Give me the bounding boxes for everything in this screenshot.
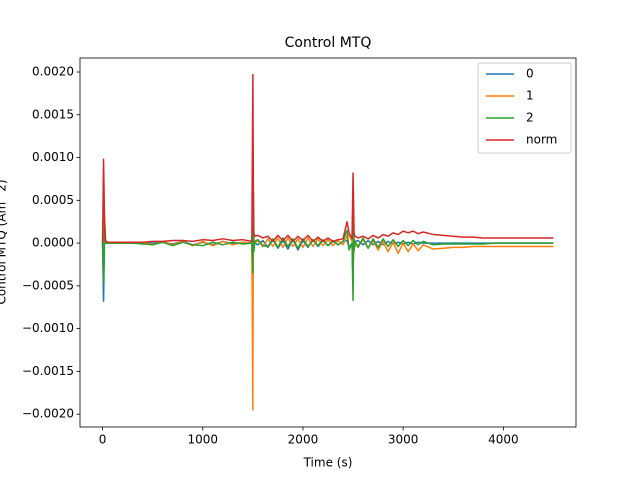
y-tick-label: 0.0000: [32, 236, 74, 250]
series-line: [101, 208, 554, 303]
y-tick-label: 0.0010: [32, 150, 74, 164]
legend-label: 0: [526, 67, 534, 81]
x-axis-label: Time (s): [303, 456, 353, 470]
y-tick-label: −0.0020: [22, 407, 74, 421]
y-tick-label: 0.0015: [32, 107, 74, 121]
legend-label: norm: [526, 133, 557, 147]
series-line: [101, 73, 554, 244]
y-tick-label: 0.0005: [32, 193, 74, 207]
x-tick-label: 4000: [488, 433, 519, 447]
series-line: [101, 191, 554, 302]
plot-lines: [101, 73, 554, 411]
y-axis-label: Control MTQ (Am^2): [0, 179, 9, 304]
y-tick-label: −0.0015: [22, 364, 74, 378]
chart-title: Control MTQ: [285, 35, 372, 51]
legend-label: 2: [526, 111, 534, 125]
legend-label: 1: [526, 89, 534, 103]
x-tick-label: 3000: [388, 433, 419, 447]
legend-box: [477, 62, 572, 154]
x-tick-label: 0: [99, 433, 107, 447]
y-tick-label: −0.0010: [22, 321, 74, 335]
x-tick-label: 2000: [288, 433, 319, 447]
plot-frame: [79, 57, 577, 428]
y-tick-label: −0.0005: [22, 278, 74, 292]
x-tick-label: 1000: [187, 433, 218, 447]
y-tick-label: 0.0020: [32, 65, 74, 79]
series-line: [101, 191, 554, 411]
